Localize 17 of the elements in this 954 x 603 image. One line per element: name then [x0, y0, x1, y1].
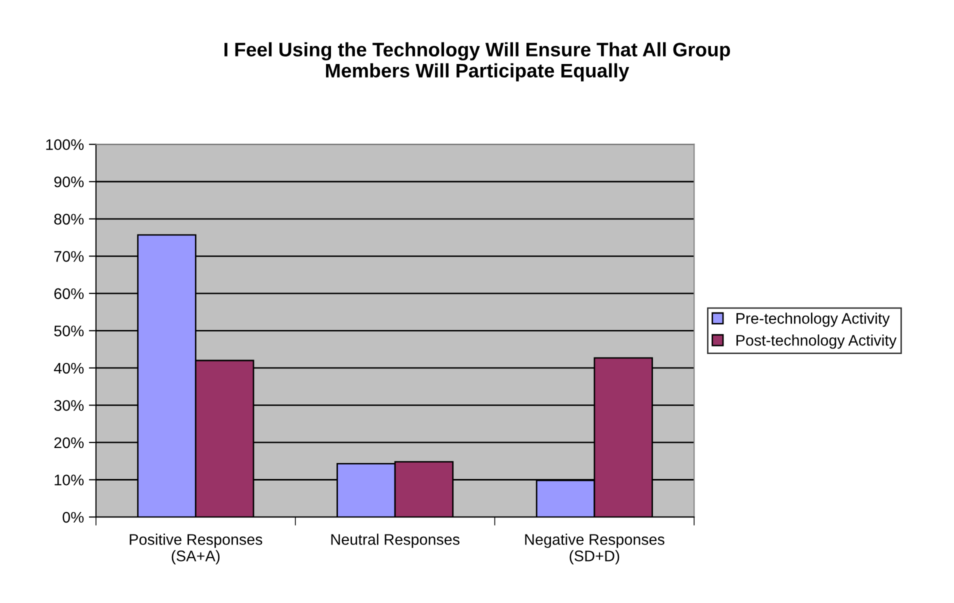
y-tick-label: 100% — [46, 139, 84, 150]
y-tick-label: 40% — [54, 362, 84, 374]
y-tick-label: 80% — [54, 214, 84, 225]
x-tick-label: Neutral Responses — [331, 534, 460, 548]
y-tick-label: 0% — [62, 512, 84, 523]
x-tick-label: Positive Responses (SA+A) — [130, 534, 262, 564]
legend-label: Pre-technology Activity — [736, 312, 890, 327]
y-tick-label: 70% — [54, 251, 84, 262]
y-tick-label: 10% — [54, 474, 84, 486]
y-tick-label: 50% — [54, 326, 84, 336]
legend-label: Post-technology Activity — [736, 334, 897, 349]
y-tick-label: 30% — [54, 400, 84, 411]
chart-title: I Feel Using the Technology Will Ensure That All Group Members Will Participate Equally — [224, 42, 730, 82]
y-tick-label: 20% — [54, 437, 84, 448]
y-tick-label: 60% — [54, 288, 84, 300]
x-tick-label: Negative Responses (SD+D) — [525, 534, 664, 564]
y-tick-label: 90% — [54, 176, 84, 188]
